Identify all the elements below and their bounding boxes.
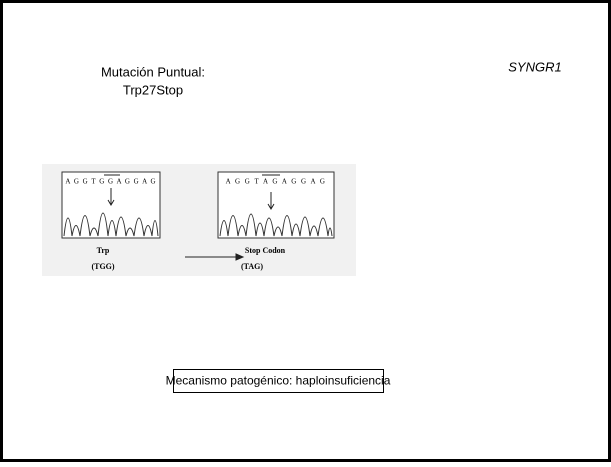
mechanism-text: Mecanismo patogénico: haploinsuficiencia [166, 374, 391, 388]
page: Mutación Puntual: Trp27Stop SYNGR1 A G G… [0, 0, 611, 462]
slide: Mutación Puntual: Trp27Stop SYNGR1 A G G… [0, 0, 611, 462]
title-line: Trp27Stop [123, 82, 183, 97]
gene-name: SYNGR1 [508, 59, 561, 74]
figure-label: (TAG) [241, 262, 263, 271]
title-line: Mutación Puntual: [101, 64, 205, 79]
figure-label: Trp [97, 246, 110, 255]
sequence: A G G T A G A G G A G [226, 178, 327, 186]
sequence: A G G T G G A G G A G [65, 178, 156, 186]
chromatogram-figure: A G G T G G A G G A G A G G T A G A G G … [42, 164, 356, 276]
figure-label: (TGG) [91, 262, 114, 271]
figure-label: Stop Codon [245, 246, 286, 255]
